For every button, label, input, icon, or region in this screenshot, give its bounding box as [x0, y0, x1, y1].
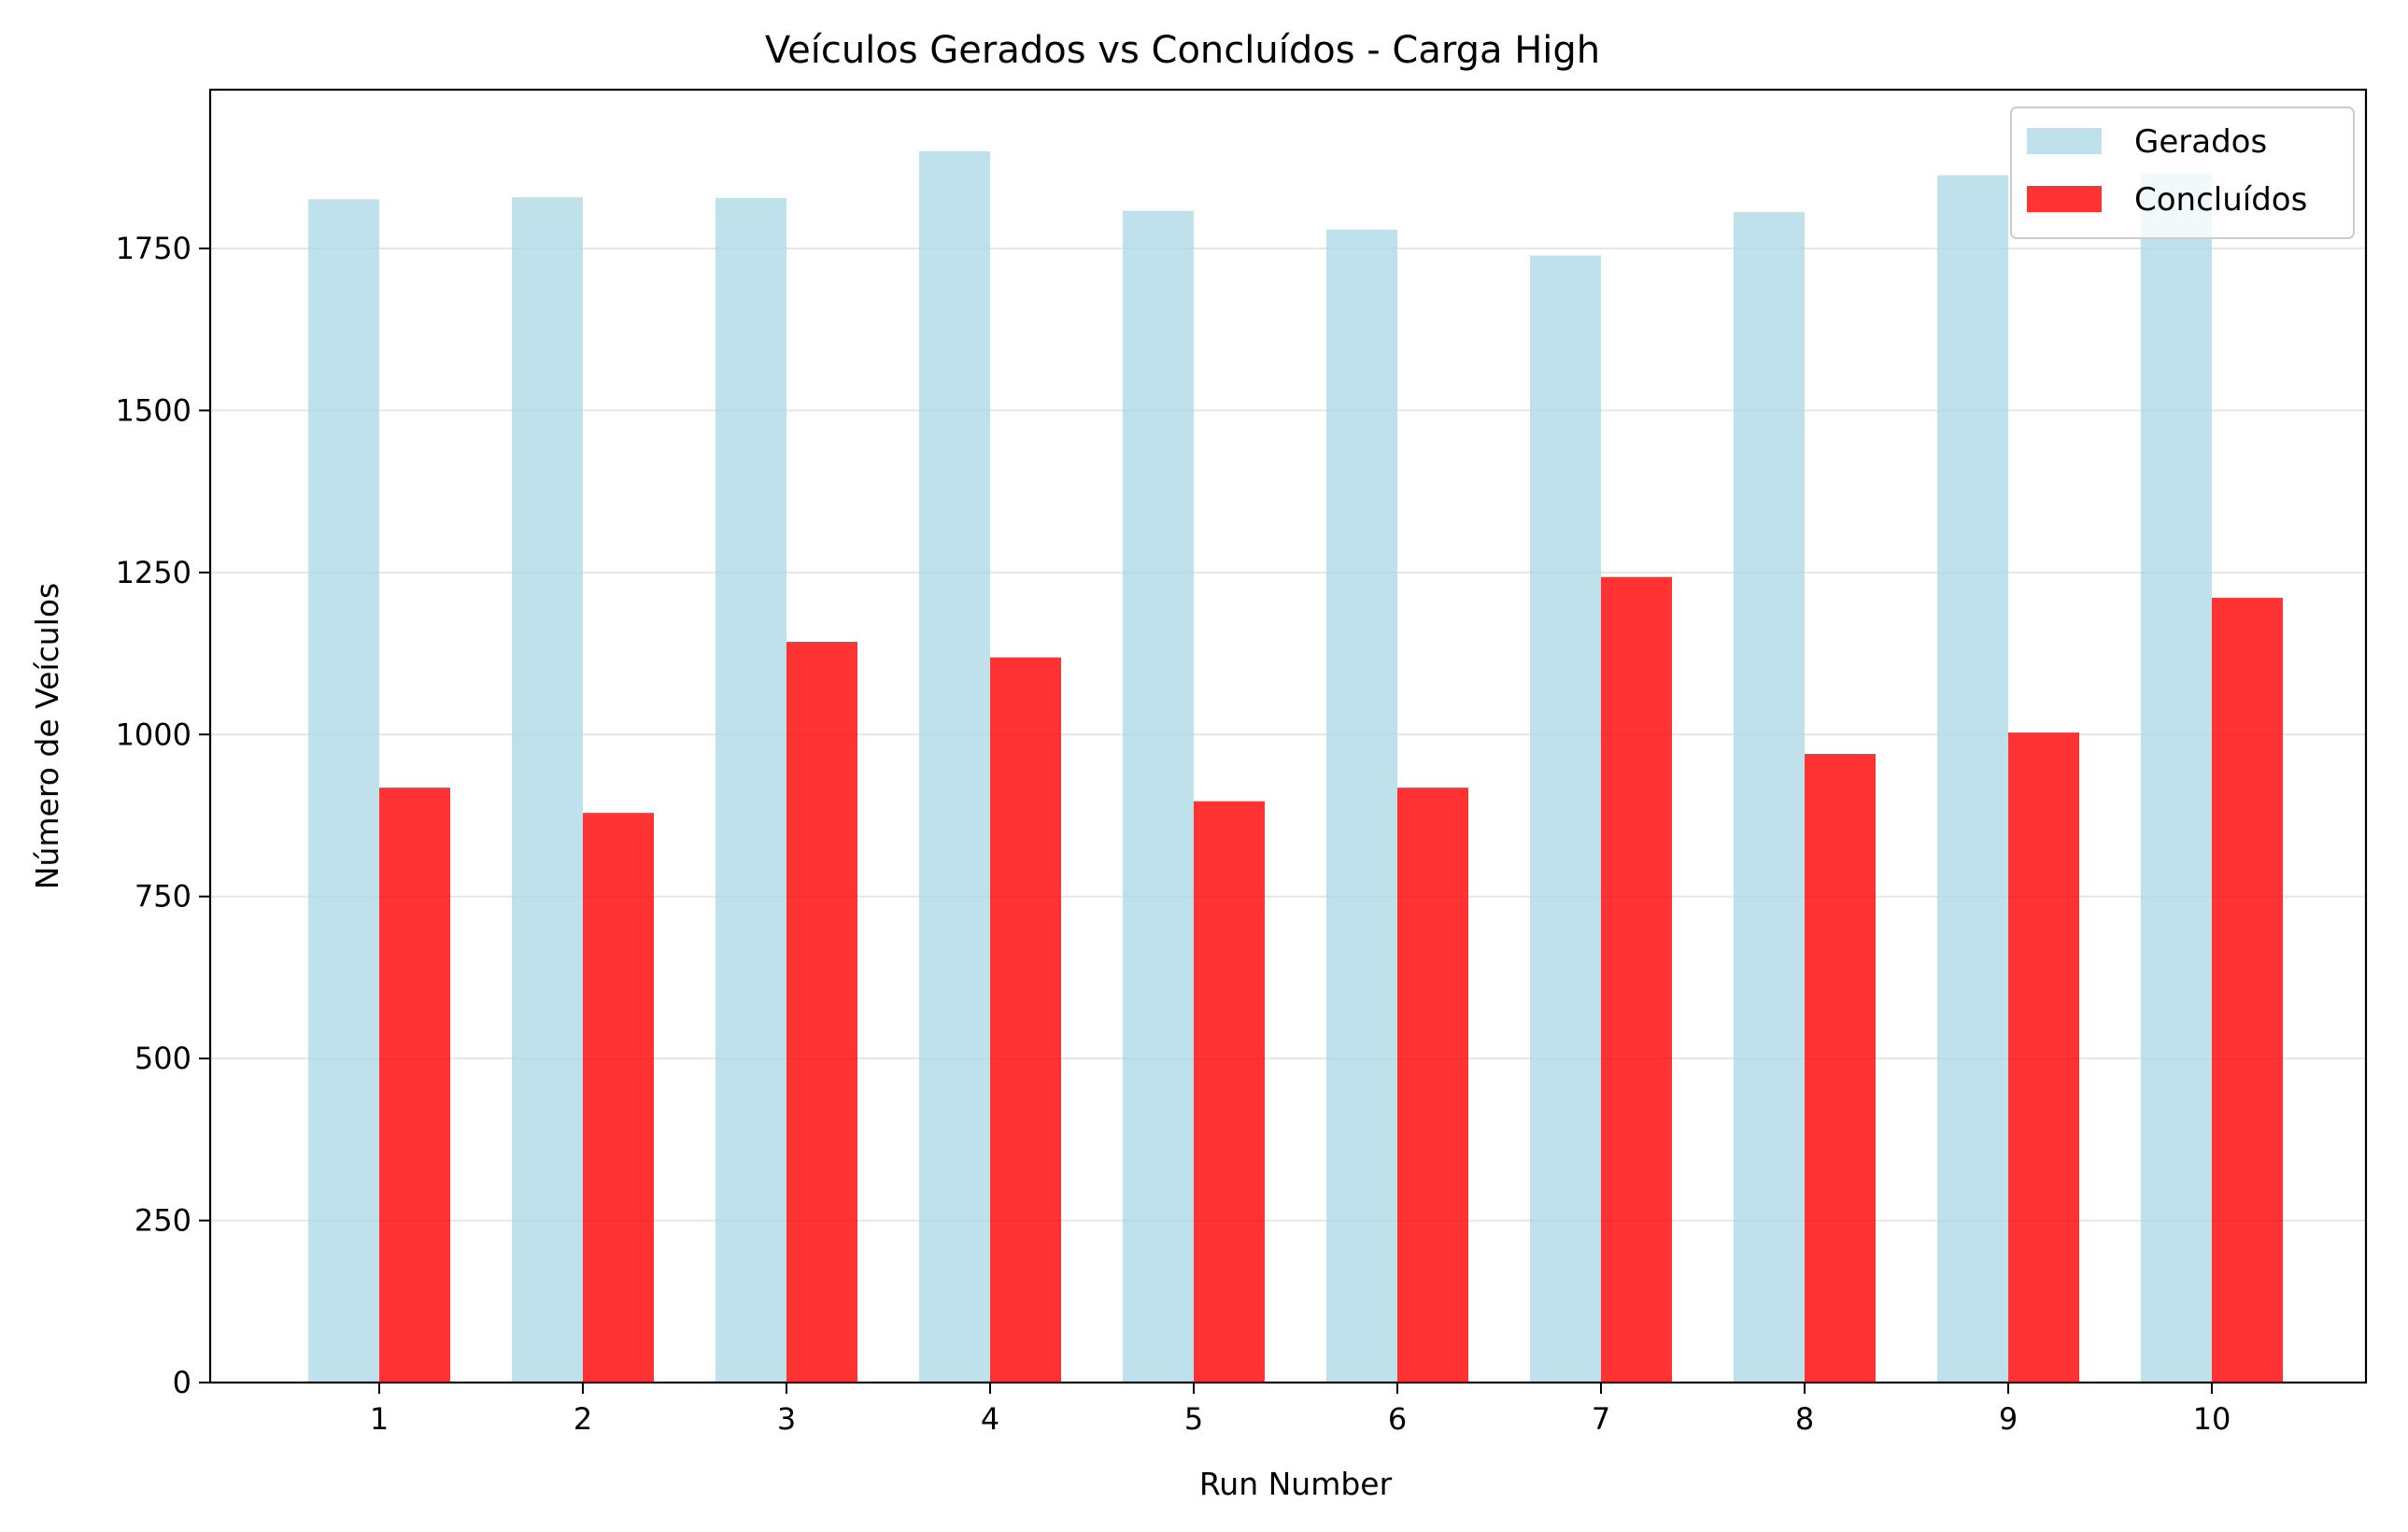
y-tick-label: 1500 [116, 392, 191, 428]
bar-gerados-2 [512, 197, 583, 1383]
bar-gerados-3 [715, 197, 786, 1383]
y-axis-label: Número de Veículos [29, 583, 65, 889]
bar-concluidos-6 [1397, 787, 1468, 1383]
x-axis-ticks: 1 2 3 4 5 6 7 8 9 10 [370, 1383, 2231, 1437]
x-tick-label: 10 [2193, 1401, 2231, 1437]
bar-gerados-9 [1937, 175, 2008, 1383]
bar-concluidos-8 [1805, 754, 1876, 1383]
y-tick-label: 750 [135, 879, 191, 915]
bar-gerados-5 [1123, 210, 1194, 1383]
bar-gerados-4 [919, 150, 990, 1383]
x-tick-label: 1 [370, 1401, 389, 1437]
bars [308, 150, 2283, 1383]
y-tick-label: 250 [135, 1203, 191, 1239]
bar-concluidos-4 [990, 657, 1061, 1383]
x-tick-label: 5 [1184, 1401, 1203, 1437]
x-tick-label: 9 [1999, 1401, 2018, 1437]
bar-concluidos-10 [2212, 597, 2283, 1383]
legend-label: Gerados [2134, 123, 2267, 161]
legend: Gerados Concluídos [2010, 106, 2355, 239]
legend-label: Concluídos [2134, 181, 2307, 219]
bar-concluidos-2 [583, 813, 654, 1383]
x-tick-label: 7 [1592, 1401, 1610, 1437]
bar-gerados-10 [2141, 173, 2212, 1383]
y-tick-label: 1750 [116, 231, 191, 266]
x-tick-label: 4 [981, 1401, 999, 1437]
y-tick-label: 0 [173, 1365, 191, 1400]
bar-gerados-1 [308, 199, 379, 1383]
x-tick-label: 2 [574, 1401, 592, 1437]
bar-concluidos-3 [786, 642, 857, 1383]
bar-concluidos-7 [1601, 576, 1672, 1383]
y-axis-ticks: 0 250 500 750 1000 1250 1500 1750 [116, 231, 210, 1400]
x-tick-label: 3 [777, 1401, 796, 1437]
legend-swatch [2027, 128, 2102, 154]
y-tick-label: 1250 [116, 555, 191, 590]
x-tick-label: 8 [1795, 1401, 1814, 1437]
bar-concluidos-1 [379, 787, 450, 1383]
bar-gerados-6 [1326, 229, 1397, 1383]
y-tick-label: 1000 [116, 716, 191, 752]
x-axis-label: Run Number [1199, 1466, 1393, 1502]
legend-swatch [2027, 186, 2102, 212]
bar-gerados-7 [1530, 255, 1601, 1383]
x-tick-label: 6 [1388, 1401, 1407, 1437]
bar-concluidos-5 [1194, 801, 1265, 1383]
chart-title: Veículos Gerados vs Concluídos - Carga H… [765, 29, 1600, 72]
bar-concluidos-9 [2008, 732, 2079, 1383]
y-tick-label: 500 [135, 1041, 191, 1076]
bar-gerados-8 [1734, 212, 1805, 1383]
plot-frame [208, 88, 2368, 1384]
